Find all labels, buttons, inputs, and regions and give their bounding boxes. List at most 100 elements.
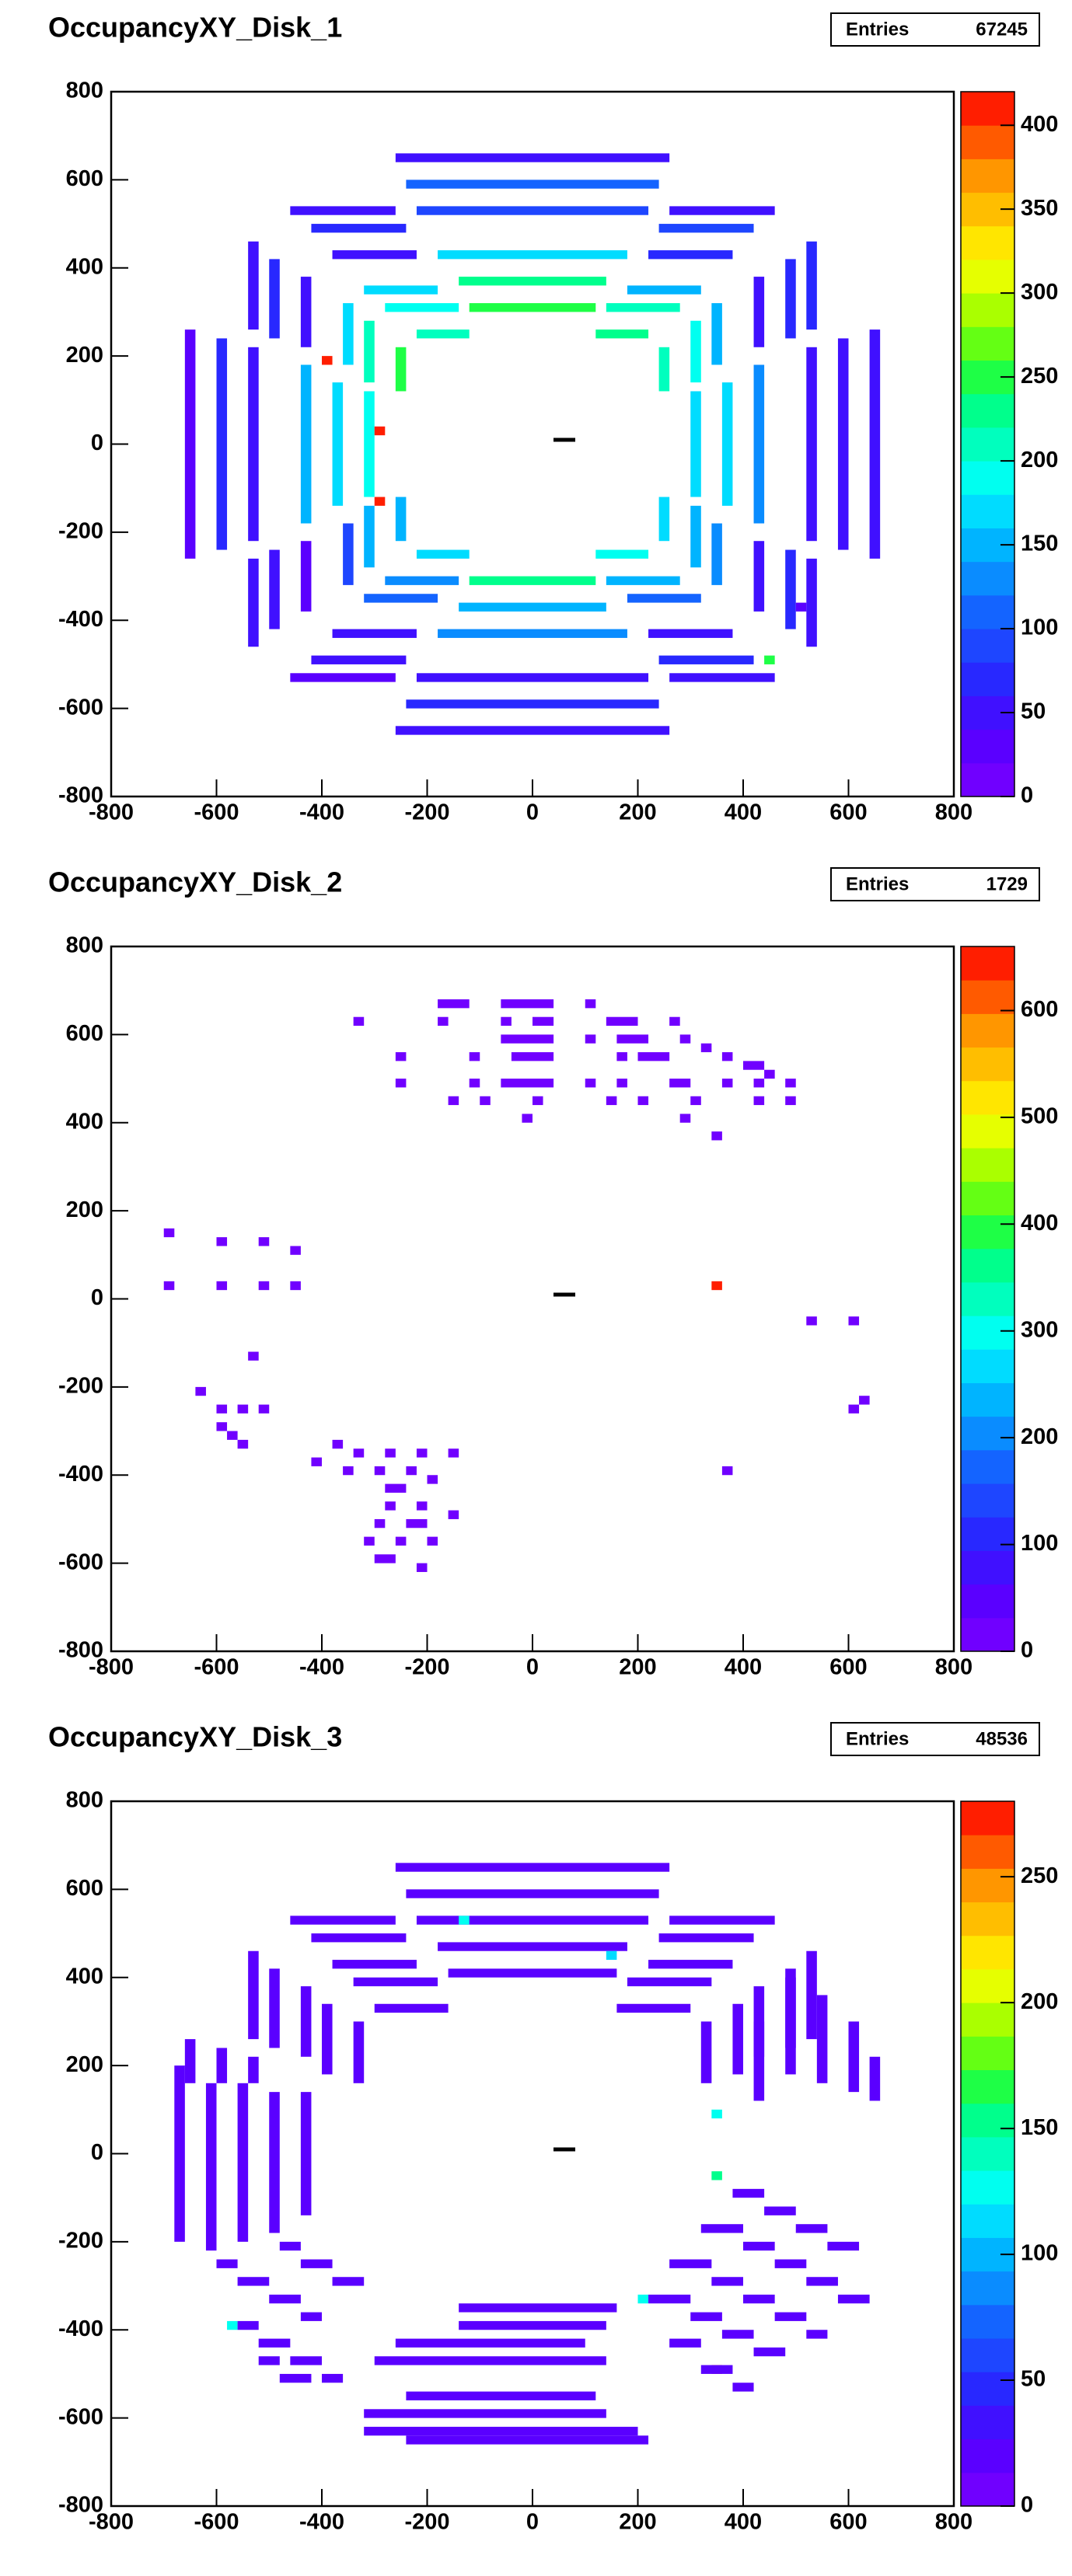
cell: [806, 1950, 817, 2040]
cell: [595, 549, 649, 559]
colorbar-band: [961, 1349, 1014, 1383]
cell: [395, 1052, 407, 1061]
cell: [406, 1466, 417, 1476]
cell: [406, 1518, 428, 1529]
cell: [658, 497, 670, 542]
cell: [658, 347, 670, 392]
colorbar-band: [961, 1483, 1014, 1518]
x-tick-label: 0: [526, 800, 539, 825]
cell: [606, 303, 680, 312]
y-tick-label: 600: [66, 1021, 103, 1046]
cell: [448, 1096, 459, 1106]
colorbar-band: [961, 1901, 1014, 1936]
cell: [174, 2065, 185, 2242]
cell: [700, 2365, 733, 2374]
colorbar-band: [961, 980, 1014, 1014]
y-tick-label: -600: [58, 1549, 103, 1574]
stats-box: [830, 1722, 1040, 1756]
panel: OccupancyXY_Disk_2 Entries 1729 -800 -600 -40…: [48, 866, 1058, 1680]
cell: [806, 347, 817, 542]
cell: [438, 1942, 627, 1951]
cell: [721, 2330, 754, 2339]
cell: [774, 2259, 807, 2268]
cell: [711, 2109, 722, 2119]
colorbar-band: [961, 461, 1014, 495]
y-tick-label: 400: [66, 1109, 103, 1134]
y-tick-label: 400: [66, 254, 103, 279]
x-tick-label: -200: [404, 1655, 449, 1680]
panel: OccupancyXY_Disk_1 Entries 67245 -800 -600 -4…: [48, 12, 1058, 825]
colorbar-band: [961, 2338, 1014, 2372]
cell: [627, 1977, 712, 1987]
cell: [806, 2277, 838, 2286]
y-tick-label: 800: [66, 1788, 103, 1813]
cell: [753, 2347, 786, 2357]
cell: [616, 2003, 691, 2013]
cell: [721, 382, 733, 506]
cell: [427, 1536, 438, 1546]
cell: [585, 1034, 596, 1044]
cell: [721, 1079, 733, 1088]
colorbar-band: [961, 1416, 1014, 1451]
x-tick-label: 400: [725, 1655, 762, 1680]
colorbar-tick-label: 150: [1021, 532, 1058, 556]
cell: [385, 1501, 396, 1511]
y-tick-label: 600: [66, 1876, 103, 1901]
chart-title: OccupancyXY_Disk_3: [48, 1721, 342, 1753]
cell: [459, 2303, 617, 2313]
colorbar-tick-label: 200: [1021, 1424, 1058, 1449]
cell: [395, 1079, 407, 1088]
cell: [258, 1237, 270, 1246]
cell: [279, 2373, 312, 2383]
colorbar-band: [961, 2472, 1014, 2507]
cell: [300, 364, 312, 524]
colorbar-band: [961, 1968, 1014, 2003]
cell: [248, 1351, 259, 1361]
cell: [753, 2021, 765, 2101]
cell: [290, 673, 396, 682]
chart-title: OccupancyXY_Disk_2: [48, 866, 342, 898]
plot-frame: [110, 90, 955, 798]
colorbar-band: [961, 326, 1014, 361]
cell: [300, 541, 312, 612]
colorbar-tick-label: 400: [1021, 1211, 1058, 1236]
x-tick-label: 0: [526, 2510, 539, 2535]
cell: [248, 1950, 259, 2040]
cell: [732, 2003, 743, 2075]
cell: [837, 2294, 870, 2304]
cell: [258, 1281, 270, 1291]
cell: [311, 655, 407, 664]
colorbar-band: [961, 1935, 1014, 1970]
y-tick-label: -400: [58, 2316, 103, 2341]
colorbar-band: [961, 594, 1014, 629]
cell: [258, 2356, 280, 2365]
colorbar-band: [961, 1148, 1014, 1182]
cell: [753, 364, 765, 524]
x-tick-label: 200: [619, 800, 656, 825]
cell: [711, 523, 722, 585]
colorbar-band: [961, 1181, 1014, 1216]
cell: [438, 1016, 449, 1027]
cell: [743, 1061, 765, 1070]
cell: [459, 2320, 606, 2330]
cell: [648, 1960, 733, 1969]
cell: [364, 391, 375, 497]
colorbar-band: [961, 2003, 1014, 2037]
y-tick-label: 0: [91, 2140, 103, 2165]
cell: [606, 1016, 638, 1027]
cell: [416, 1563, 428, 1572]
y-tick-label: -600: [58, 2404, 103, 2429]
cell: [637, 1096, 649, 1106]
colorbar-tick-label: 0: [1021, 1638, 1033, 1663]
colorbar-band: [961, 662, 1014, 696]
cell: [353, 1016, 365, 1027]
cell: [395, 2338, 585, 2348]
cell: [764, 1069, 775, 1079]
cell: [416, 206, 649, 215]
colorbar-band: [961, 293, 1014, 327]
cell: [753, 1079, 765, 1088]
cell: [616, 1052, 627, 1061]
colorbar-band: [961, 729, 1014, 764]
cell: [785, 259, 796, 339]
cell: [606, 576, 680, 585]
